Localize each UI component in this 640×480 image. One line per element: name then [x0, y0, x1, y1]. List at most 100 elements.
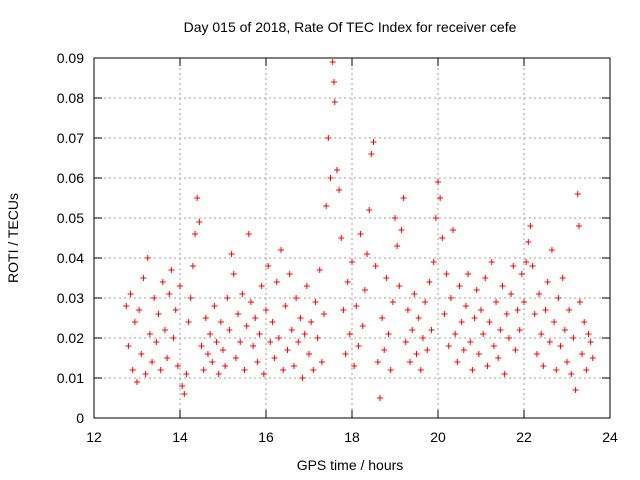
data-point [342, 351, 349, 357]
data-point [325, 135, 332, 141]
data-point [153, 339, 160, 345]
data-point [419, 335, 426, 341]
data-point [533, 351, 540, 357]
data-point [306, 351, 312, 357]
data-point [396, 283, 403, 289]
data-point [409, 327, 416, 333]
data-point [366, 207, 373, 213]
data-point [415, 315, 422, 321]
data-point [226, 327, 233, 333]
data-point [263, 307, 269, 313]
data-point [359, 323, 366, 329]
data-point [164, 355, 171, 361]
data-point [529, 263, 536, 269]
data-point [254, 359, 261, 365]
data-point [142, 371, 149, 377]
data-point [189, 263, 196, 269]
data-point [161, 327, 168, 333]
data-point [179, 383, 186, 389]
data-point [469, 367, 476, 373]
data-point [232, 355, 239, 361]
data-point [381, 347, 388, 353]
data-point [241, 367, 248, 373]
data-point [170, 335, 177, 341]
y-axis-label: ROTI / TECUs [5, 193, 21, 283]
data-point [402, 339, 409, 345]
chart-title: Day 015 of 2018, Rate Of TEC Index for r… [184, 19, 517, 35]
data-point [441, 311, 448, 317]
data-point [495, 355, 502, 361]
data-point [538, 331, 545, 337]
data-point [574, 191, 581, 197]
data-points [123, 59, 596, 401]
data-point [385, 331, 392, 337]
data-point [404, 307, 411, 313]
data-point [357, 231, 364, 237]
data-point [570, 335, 577, 341]
data-point [271, 355, 278, 361]
data-point [454, 359, 461, 365]
y-tick-label: 0.07 [57, 130, 84, 146]
data-point [392, 215, 398, 221]
data-point [480, 331, 487, 337]
data-point [527, 223, 534, 229]
data-point [394, 243, 401, 249]
data-point [194, 195, 201, 201]
data-point [430, 259, 437, 265]
data-point [510, 263, 517, 269]
data-point [383, 275, 390, 281]
data-point [437, 195, 444, 201]
data-point [389, 299, 396, 305]
data-point [553, 367, 560, 373]
data-point [411, 291, 418, 297]
data-point [471, 315, 478, 321]
data-point [505, 335, 512, 341]
data-point [211, 303, 218, 309]
data-point [540, 363, 547, 369]
data-point [301, 331, 308, 337]
x-tick-label: 12 [86, 429, 102, 445]
data-point [566, 307, 573, 313]
data-point [310, 367, 317, 373]
data-point [443, 271, 450, 277]
y-tick-label: 0.01 [57, 370, 84, 386]
data-point [256, 331, 263, 337]
data-point [327, 175, 334, 181]
data-point [435, 179, 441, 185]
data-point [127, 291, 134, 297]
data-point [333, 167, 340, 173]
data-point [284, 347, 291, 353]
y-tick-label: 0.04 [57, 250, 84, 266]
data-point [428, 327, 435, 333]
data-point [159, 279, 166, 285]
data-point [192, 231, 199, 237]
data-point [370, 139, 377, 145]
data-point [185, 319, 192, 325]
x-tick-label: 14 [172, 429, 188, 445]
data-point [462, 303, 469, 309]
data-point [278, 247, 285, 253]
data-point [579, 351, 586, 357]
data-point [237, 339, 244, 345]
data-point [321, 311, 328, 317]
y-tick-label: 0.08 [57, 90, 84, 106]
data-point [413, 351, 420, 357]
data-point [140, 275, 147, 281]
data-point [518, 271, 525, 277]
data-point [456, 283, 463, 289]
data-point [235, 311, 242, 317]
data-point [312, 299, 319, 305]
y-tick-label: 0 [76, 410, 84, 426]
y-tick-label: 0.02 [57, 330, 84, 346]
data-point [316, 267, 323, 273]
data-point [587, 339, 594, 345]
data-point [222, 363, 229, 369]
data-point [209, 359, 216, 365]
data-point [514, 307, 521, 313]
data-point [364, 251, 371, 257]
data-point [346, 331, 353, 337]
data-point [181, 391, 188, 397]
x-tick-label: 24 [602, 429, 618, 445]
grid-lines [94, 58, 610, 418]
